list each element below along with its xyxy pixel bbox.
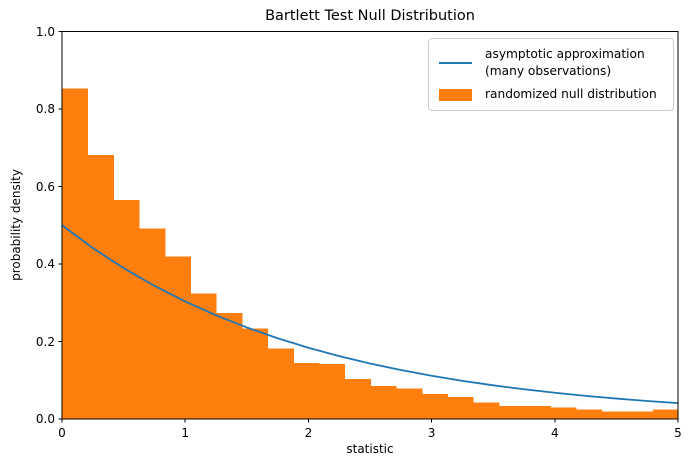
y-axis-label: probability density — [9, 169, 23, 281]
histogram-bar — [190, 293, 217, 419]
histogram-bar — [396, 388, 423, 419]
histogram-bar — [87, 155, 114, 420]
legend: asymptotic approximation (many observati… — [428, 38, 674, 112]
histogram-bar — [164, 256, 191, 419]
histogram-bar — [293, 362, 320, 419]
legend-item-randomized: randomized null distribution — [439, 86, 663, 103]
y-tick-label: 0.4 — [35, 257, 55, 271]
histogram-bar — [62, 88, 89, 420]
legend-patch-swatch-icon — [439, 88, 472, 101]
x-axis-label: statistic — [346, 442, 394, 456]
histogram-bar — [139, 228, 166, 419]
histogram-bar — [421, 394, 448, 419]
y-tick-label: 0.8 — [35, 102, 55, 116]
axis-ticks — [58, 31, 679, 423]
histogram-bar — [575, 409, 603, 419]
plot-border — [61, 31, 679, 420]
x-tick-label: 5 — [674, 426, 682, 440]
y-tick-label: 0.0 — [35, 412, 55, 426]
histogram-bar — [447, 396, 474, 419]
histogram-bar — [524, 405, 551, 419]
legend-label-randomized: randomized null distribution — [485, 87, 657, 102]
histogram-bar — [344, 379, 371, 419]
asymptotic-line — [61, 224, 679, 405]
histogram-bar — [627, 411, 654, 419]
x-tick-label: 1 — [181, 426, 190, 440]
x-tick-label: 2 — [304, 426, 313, 440]
histogram-bar — [318, 363, 346, 419]
x-tick-label: 4 — [550, 426, 559, 440]
histogram-bar — [653, 409, 679, 419]
y-tick-label: 0.6 — [35, 179, 55, 194]
histogram-series — [62, 88, 679, 420]
histogram-bar — [241, 328, 269, 419]
legend-line-swatch-icon — [439, 62, 472, 65]
histogram-bar — [550, 407, 577, 419]
histogram-bar — [370, 386, 397, 419]
legend-label-asymptotic: asymptotic approximation (many observati… — [485, 47, 645, 79]
histogram-bar — [498, 405, 526, 419]
chart-title: Bartlett Test Null Distribution — [265, 8, 475, 24]
y-tick-label: 1.0 — [35, 24, 55, 39]
histogram-bar — [113, 200, 140, 419]
histogram-bar — [267, 348, 294, 419]
x-tick-label: 3 — [427, 426, 436, 440]
histogram-bar — [601, 411, 628, 419]
histogram-bar — [473, 402, 500, 419]
x-tick-label: 0 — [58, 426, 66, 440]
y-tick-label: 0.2 — [35, 334, 55, 349]
histogram-bar — [216, 312, 243, 419]
legend-item-asymptotic: asymptotic approximation (many observati… — [439, 46, 663, 80]
